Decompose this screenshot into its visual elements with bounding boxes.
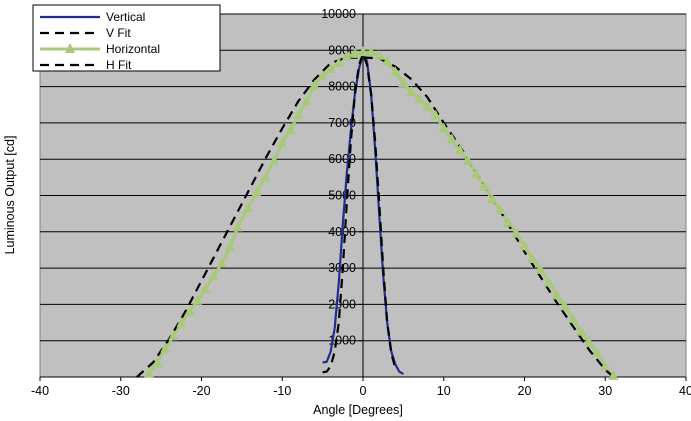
data-point-horizontal <box>216 257 227 268</box>
x-tick-label: 40 <box>679 384 691 398</box>
y-tick-label: 8000 <box>328 80 356 94</box>
legend-entry-v-fit: V Fit <box>40 26 131 40</box>
series-line-v-fit <box>322 52 397 374</box>
legend: Vertical V Fit Horizontal H Fit <box>32 4 221 72</box>
legend-label-v-fit: V Fit <box>106 26 131 40</box>
x-tick-label: -10 <box>273 384 291 398</box>
x-tick-label: 0 <box>360 384 367 398</box>
data-point-horizontal <box>293 108 304 119</box>
y-tick-label: 9000 <box>328 43 356 57</box>
data-point-horizontal <box>519 240 530 251</box>
data-point-horizontal <box>438 122 449 133</box>
data-point-horizontal <box>144 367 155 378</box>
x-tick-label: -30 <box>112 384 130 398</box>
data-point-horizontal <box>422 100 433 111</box>
data-point-horizontal <box>592 347 603 358</box>
data-point-horizontal <box>551 289 562 300</box>
data-point-horizontal <box>176 317 187 328</box>
marker-layer <box>144 46 619 380</box>
legend-label-h-fit: H Fit <box>106 58 132 72</box>
data-point-horizontal <box>446 133 457 144</box>
data-point-horizontal <box>382 55 393 66</box>
x-tick-label: -20 <box>192 384 210 398</box>
data-point-horizontal <box>543 276 554 287</box>
data-point-horizontal <box>309 79 320 90</box>
data-point-horizontal <box>366 46 377 57</box>
data-point-horizontal <box>374 49 385 60</box>
data-point-horizontal <box>325 63 336 74</box>
data-point-horizontal <box>349 47 360 58</box>
data-point-horizontal <box>495 204 506 215</box>
data-point-horizontal <box>390 66 401 77</box>
data-point-horizontal <box>341 50 352 61</box>
x-tick-label: 10 <box>437 384 451 398</box>
data-point-horizontal <box>333 57 344 68</box>
data-point-horizontal <box>269 154 280 165</box>
legend-entry-horizontal: Horizontal <box>40 42 160 56</box>
data-point-horizontal <box>406 86 417 97</box>
data-point-horizontal <box>277 136 288 147</box>
data-point-horizontal <box>301 95 312 106</box>
data-point-horizontal <box>576 325 587 336</box>
data-point-horizontal <box>260 171 271 182</box>
data-point-horizontal <box>208 270 219 281</box>
x-axis-label: Angle [Degrees] <box>313 403 403 417</box>
data-point-horizontal <box>527 253 538 264</box>
data-point-horizontal <box>503 216 514 227</box>
x-tick-label: 20 <box>518 384 532 398</box>
data-point-horizontal <box>152 357 163 368</box>
y-tick-label: 7000 <box>328 116 356 130</box>
data-point-horizontal <box>398 76 409 87</box>
data-point-horizontal <box>600 360 611 371</box>
data-point-horizontal <box>232 221 243 232</box>
legend-entry-h-fit: H Fit <box>40 58 132 72</box>
x-tick-label: 30 <box>598 384 612 398</box>
data-point-horizontal <box>454 144 465 155</box>
data-point-horizontal <box>160 342 171 353</box>
data-point-horizontal <box>567 312 578 323</box>
data-point-horizontal <box>559 300 570 311</box>
data-point-horizontal <box>487 193 498 204</box>
data-point-horizontal <box>584 336 595 347</box>
data-point-horizontal <box>414 93 425 104</box>
data-point-horizontal <box>317 69 328 80</box>
y-tick-label: 5000 <box>328 189 356 203</box>
legend-entry-vertical: Vertical <box>40 10 145 24</box>
legend-label-vertical: Vertical <box>106 10 145 24</box>
data-point-horizontal <box>430 109 441 120</box>
x-tick-labels: -40 -30 -20 -10 0 10 20 30 40 <box>31 384 691 398</box>
data-point-horizontal <box>200 283 211 294</box>
y-tick-label: 2000 <box>328 297 356 311</box>
data-point-horizontal <box>358 46 368 57</box>
y-tick-label: 10000 <box>321 7 356 21</box>
data-point-horizontal <box>479 180 490 191</box>
data-point-horizontal <box>224 241 235 252</box>
data-point-horizontal <box>192 294 203 305</box>
data-point-horizontal <box>242 202 253 213</box>
data-point-horizontal <box>471 167 482 178</box>
legend-label-horizontal: Horizontal <box>106 42 160 56</box>
y-tick-label: 6000 <box>328 152 356 166</box>
data-point-horizontal <box>535 263 546 274</box>
data-point-horizontal <box>184 305 195 316</box>
data-point-horizontal <box>608 369 619 380</box>
data-point-horizontal <box>251 186 262 197</box>
legend-marker-horizontal <box>65 43 75 53</box>
data-point-horizontal <box>168 330 179 341</box>
data-point-horizontal <box>285 124 296 135</box>
x-tick-label: -40 <box>31 384 49 398</box>
y-axis-line-layer <box>39 13 687 381</box>
y-axis-label: Luminous Output [cd] <box>3 136 17 255</box>
data-point-horizontal <box>511 227 522 238</box>
data-point-horizontal <box>462 155 473 166</box>
